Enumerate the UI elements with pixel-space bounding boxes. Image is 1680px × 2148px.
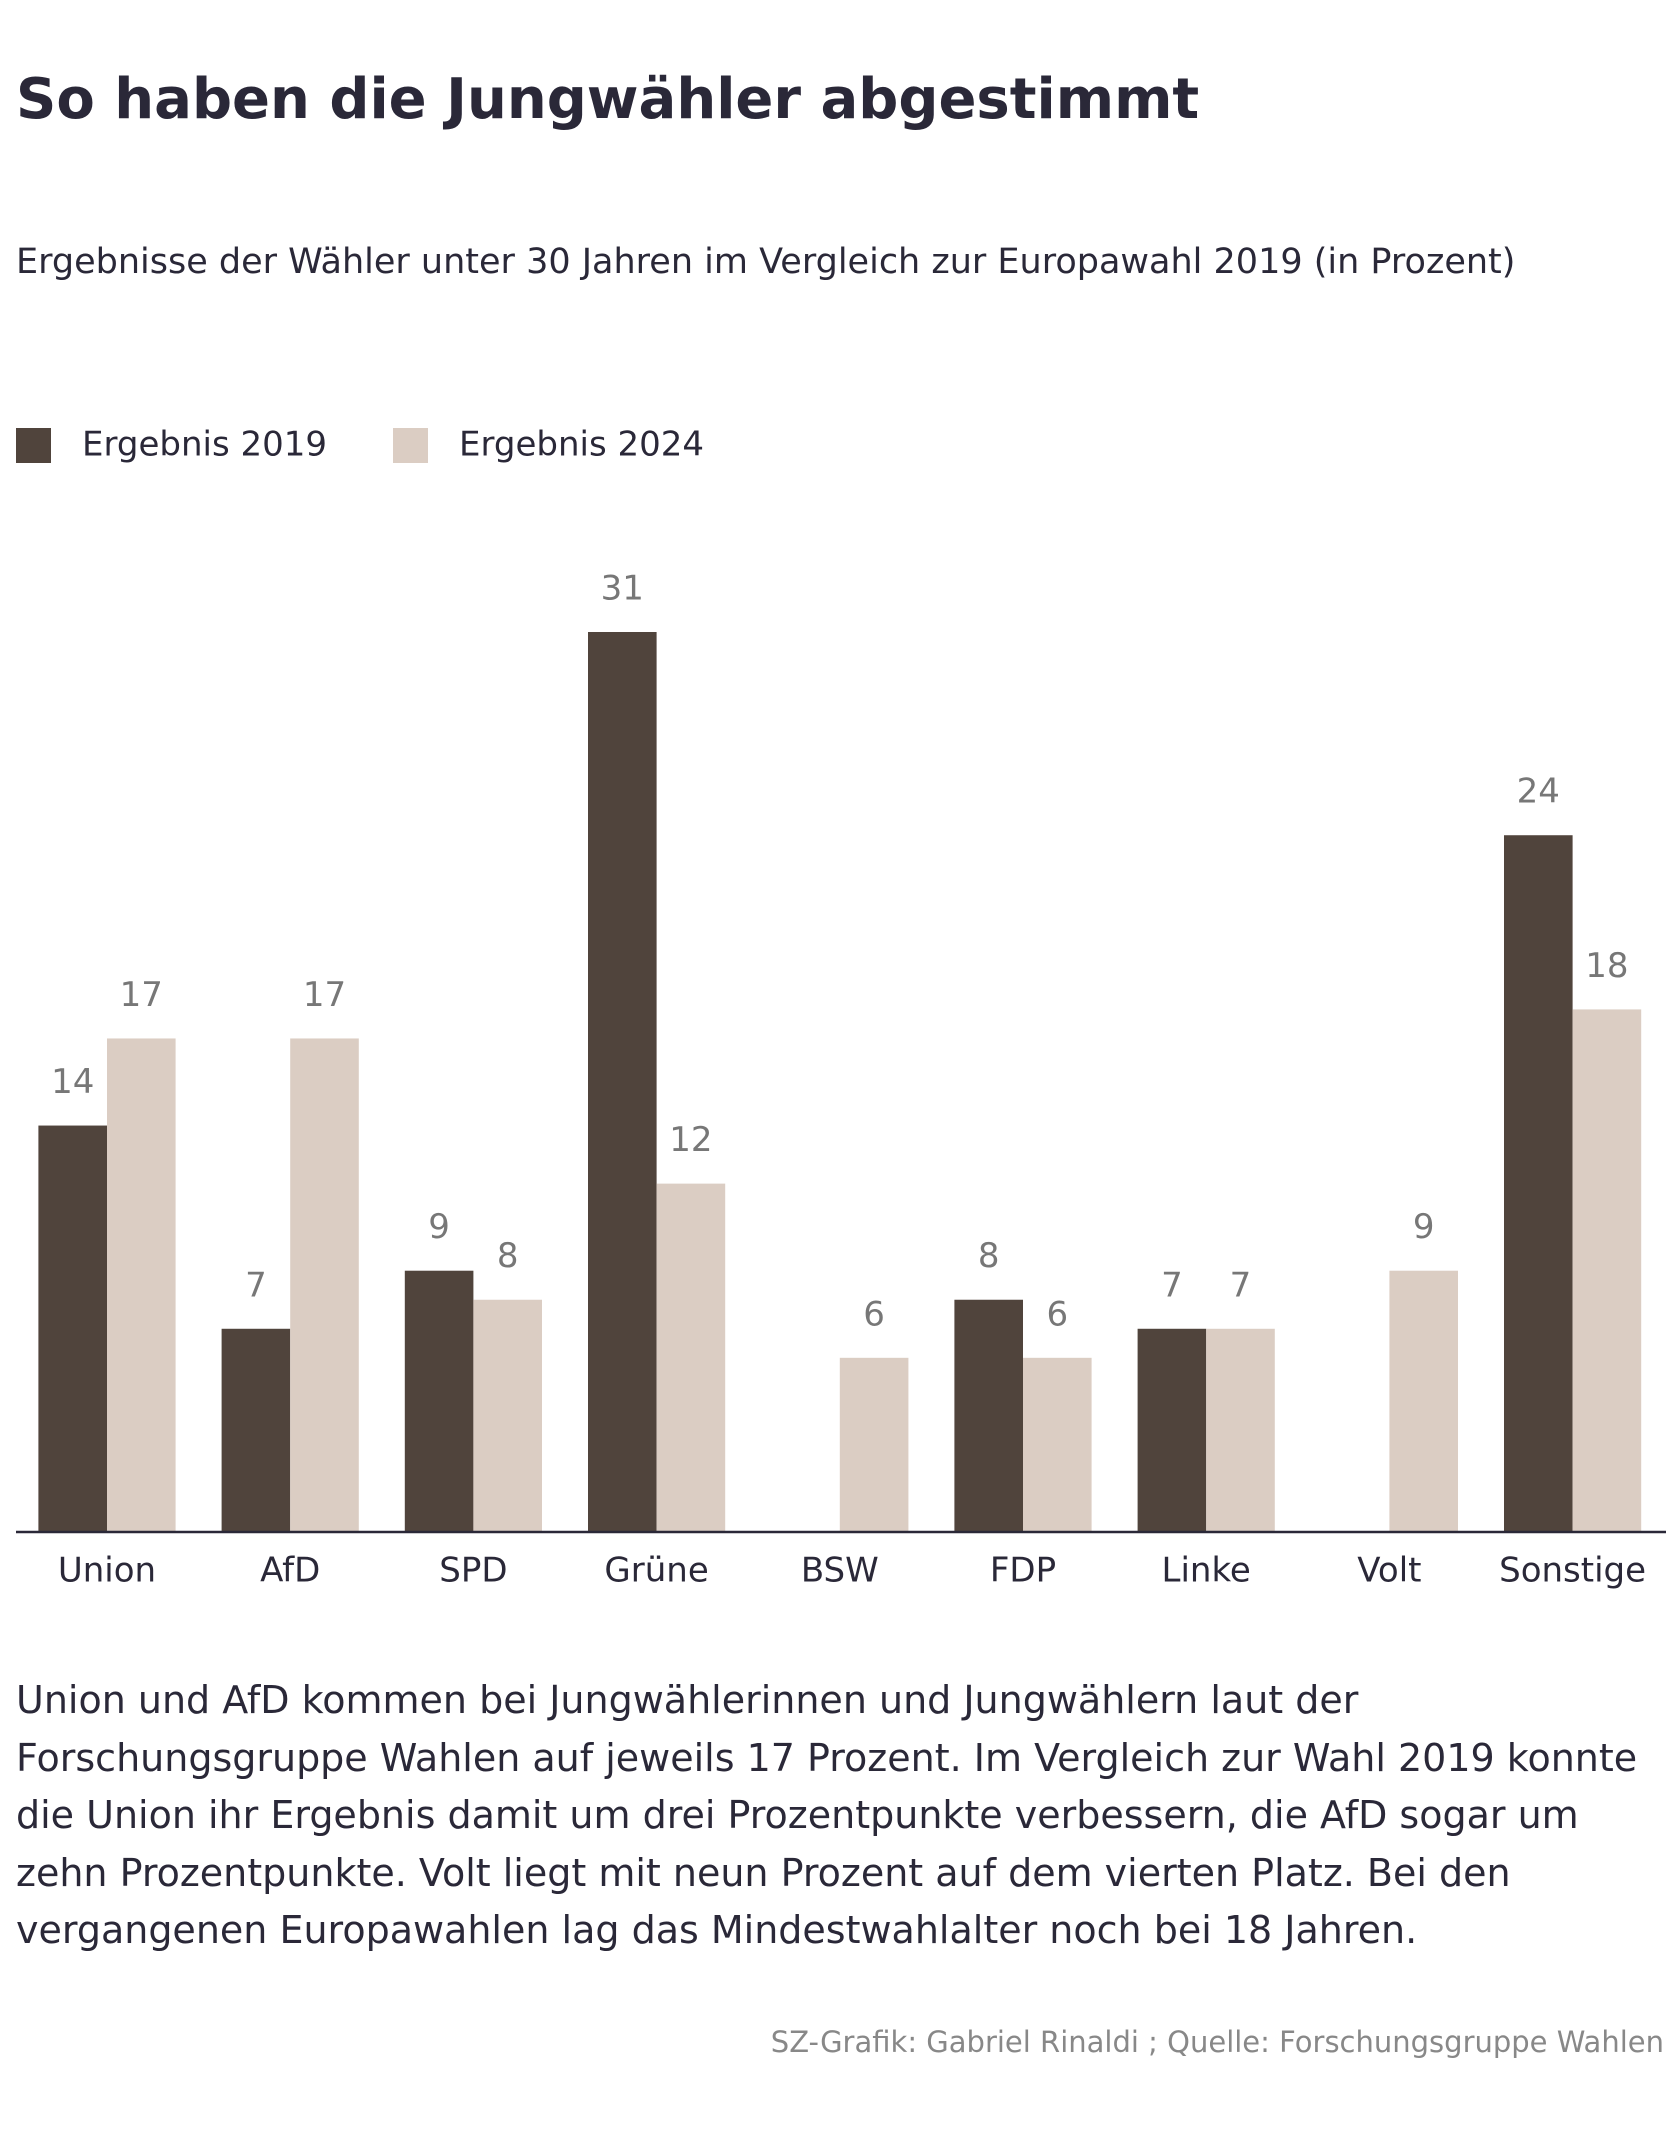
legend-swatch <box>16 428 51 463</box>
value-label: 24 <box>1517 772 1560 812</box>
value-label: 9 <box>428 1207 450 1247</box>
bar <box>656 1183 726 1532</box>
value-label: 7 <box>1230 1265 1252 1305</box>
x-tick-label: FDP <box>990 1551 1056 1591</box>
value-label: 6 <box>1046 1294 1068 1334</box>
value-label: 17 <box>303 975 346 1015</box>
bar <box>954 1299 1023 1532</box>
value-label: 31 <box>601 569 644 609</box>
legend-label: Ergebnis 2024 <box>459 425 704 465</box>
bar <box>839 1357 909 1532</box>
value-label: 18 <box>1585 946 1628 986</box>
x-tick-label: Linke <box>1162 1551 1251 1591</box>
value-label: 8 <box>978 1236 1000 1276</box>
bar <box>221 1328 291 1532</box>
value-label: 8 <box>497 1236 519 1276</box>
bar <box>1137 1328 1207 1532</box>
bar <box>404 1270 474 1532</box>
x-tick-label: BSW <box>801 1551 879 1591</box>
legend-swatch <box>393 428 428 463</box>
x-tick-label: AfD <box>260 1551 320 1591</box>
bar <box>1023 1357 1092 1532</box>
value-label: 12 <box>669 1120 712 1160</box>
x-tick-label: Union <box>58 1551 156 1591</box>
value-label: 7 <box>245 1265 267 1305</box>
x-tick-label: Sonstige <box>1499 1551 1646 1591</box>
bar <box>473 1299 542 1532</box>
bar <box>290 1038 359 1532</box>
legend-label: Ergebnis 2019 <box>82 425 327 465</box>
chart-title: So haben die Jungwähler abgestimmt <box>16 67 1199 132</box>
note: Union und AfD kommen bei Jungwählerinnen… <box>16 1678 1638 1953</box>
bar <box>38 1125 107 1532</box>
value-label: 17 <box>120 975 163 1015</box>
bar <box>588 632 657 1532</box>
value-label: 6 <box>863 1294 885 1334</box>
chart-subtitle: Ergebnisse der Wähler unter 30 Jahren im… <box>16 242 1515 282</box>
bar <box>1389 1270 1458 1532</box>
bar <box>1572 1009 1642 1532</box>
bar <box>107 1038 176 1532</box>
bar <box>1206 1328 1275 1532</box>
value-label: 7 <box>1161 1265 1183 1305</box>
x-tick-label: SPD <box>439 1551 507 1591</box>
value-label: 14 <box>51 1062 94 1102</box>
value-label: 9 <box>1413 1207 1435 1247</box>
bar <box>1504 835 1573 1532</box>
source: SZ-Grafik: Gabriel Rinaldi ; Quelle: For… <box>770 2025 1664 2059</box>
x-tick-label: Grüne <box>604 1551 708 1591</box>
chart: So haben die Jungwähler abgestimmt Ergeb… <box>16 67 1666 1591</box>
x-tick-label: Volt <box>1357 1551 1421 1591</box>
